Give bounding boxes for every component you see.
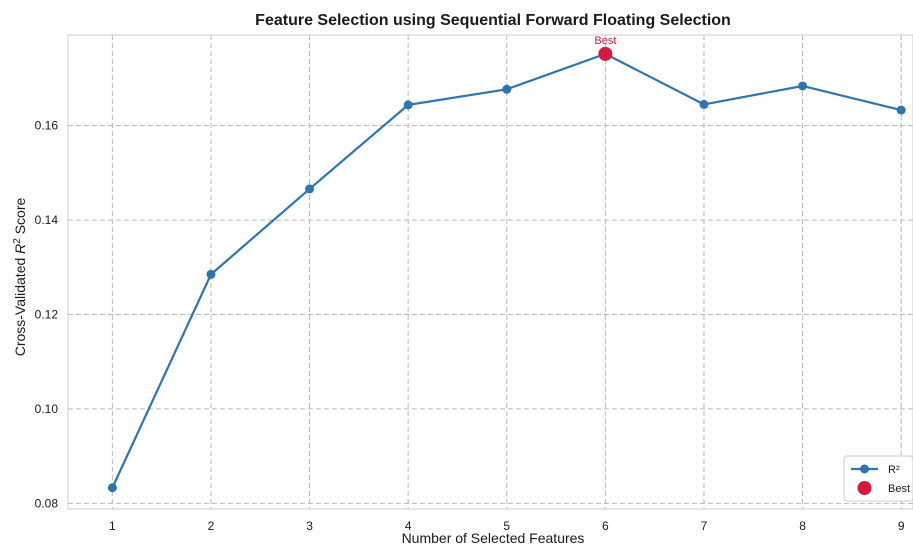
legend: R² Best: [843, 455, 913, 502]
legend-dot-swatch: [860, 464, 869, 474]
chart-title: Feature Selection using Sequential Forwa…: [255, 12, 731, 29]
legend-dot-swatch: [857, 481, 872, 495]
grid: [68, 35, 913, 509]
y-tick-label: 0.12: [35, 307, 59, 321]
x-tick-label: 1: [109, 519, 116, 533]
y-tick-label: 0.10: [35, 402, 59, 416]
data-point: [107, 483, 117, 493]
best-annotation: Best: [594, 35, 616, 47]
x-axis: 1 2 3 4 5 6 7 8 9: [109, 519, 905, 533]
y-label-italic: R: [12, 244, 28, 254]
x-tick-label: 7: [701, 519, 708, 533]
x-tick-label: 6: [602, 519, 609, 533]
data-point: [798, 81, 808, 91]
x-axis-label: Number of Selected Features: [402, 530, 585, 546]
x-tick-label: 8: [799, 519, 806, 533]
data-point: [502, 84, 512, 94]
x-tick-label: 2: [208, 519, 215, 533]
x-tick-label: 3: [306, 519, 313, 533]
x-tick-label: 4: [405, 519, 412, 533]
y-axis-label: Cross-Validated R2 Score: [12, 197, 29, 356]
y-tick-label: 0.08: [35, 496, 59, 510]
x-tick-label: 5: [503, 519, 510, 533]
best-marker: [598, 46, 613, 61]
data-point: [896, 105, 906, 115]
x-tick-label: 9: [898, 519, 905, 533]
data-point: [403, 100, 413, 110]
data-point: [206, 269, 216, 279]
y-label-suffix: Score: [12, 197, 28, 238]
best-layer: Best: [594, 35, 616, 61]
legend-label: Best: [888, 483, 910, 495]
y-axis: 0.08 0.10 0.12 0.14 0.16: [35, 119, 59, 511]
y-tick-label: 0.16: [35, 119, 59, 133]
y-label-prefix: Cross-Validated: [12, 254, 28, 356]
legend-label: R²: [888, 464, 900, 476]
y-label-superscript: 2: [12, 238, 23, 244]
plot-area: [67, 34, 913, 510]
data-point: [699, 99, 709, 109]
y-tick-label: 0.14: [35, 213, 59, 227]
data-point: [305, 184, 315, 194]
